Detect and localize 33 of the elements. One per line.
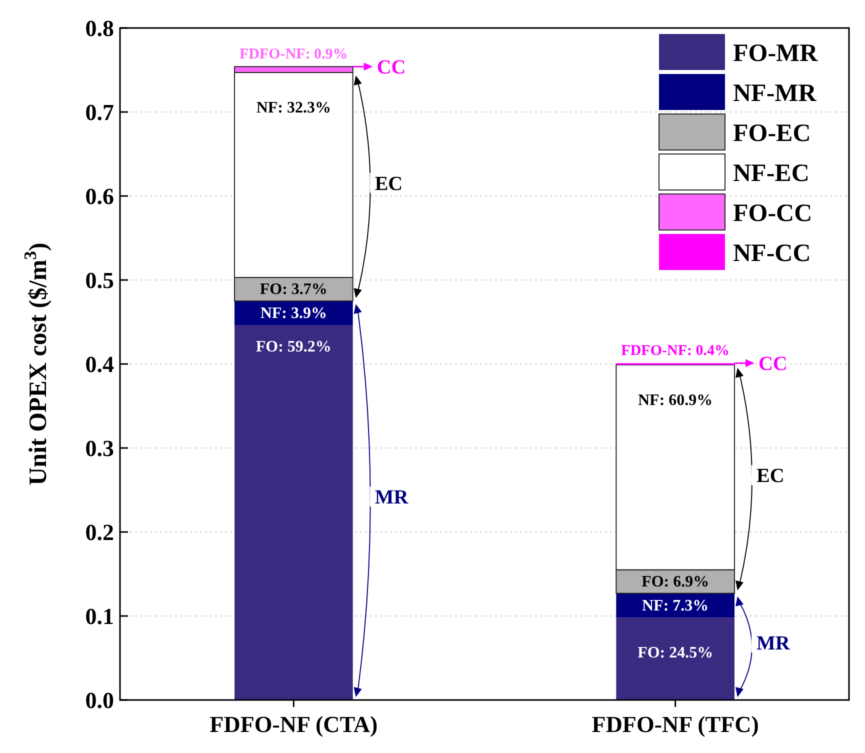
legend-label: FO-EC	[733, 120, 811, 147]
y-tick-label: 0.5	[85, 268, 114, 293]
y-tick-label: 0.6	[85, 184, 114, 209]
annotation: NF: 60.9%	[638, 392, 713, 409]
y-tick-label: 0.7	[85, 100, 114, 125]
annotation: FO: 6.9%	[642, 574, 710, 591]
annotation: NF: 32.3%	[256, 100, 331, 117]
annotation: CC	[376, 56, 406, 79]
annotation: CC	[758, 353, 788, 376]
legend-label: NF-MR	[733, 80, 818, 107]
legend-label: NF-EC	[733, 160, 810, 187]
legend-label: FO-MR	[733, 40, 819, 67]
legend-label: FO-CC	[733, 200, 812, 227]
y-tick-label: 0.2	[85, 520, 114, 545]
annotation: FO: 24.5%	[638, 644, 714, 662]
y-tick-label: 0.1	[85, 604, 114, 629]
annotation: FDFO-NF: 0.4%	[621, 343, 730, 360]
x-tick-label: FDFO-NF (CTA)	[210, 712, 378, 737]
y-tick-label: 0.3	[85, 436, 114, 461]
x-tick-label: FDFO-NF (TFC)	[592, 712, 759, 737]
annotation: EC	[374, 172, 403, 195]
y-tick-label: 0.8	[85, 16, 114, 41]
annotation: EC	[756, 465, 784, 488]
annotation: FO: 3.7%	[260, 281, 328, 298]
annotation: FO: 59.2%	[256, 338, 332, 356]
annotation: MR	[374, 486, 409, 508]
annotation: FDFO-NF: 0.9%	[240, 46, 348, 63]
annotation: MR	[756, 632, 790, 655]
annotation: NF: 7.3%	[642, 598, 709, 614]
annotation: NF: 3.9%	[260, 305, 327, 322]
y-tick-label: 0.4	[85, 352, 114, 377]
legend-label: NF-CC	[733, 240, 811, 267]
y-tick-label: 0.0	[85, 688, 114, 713]
